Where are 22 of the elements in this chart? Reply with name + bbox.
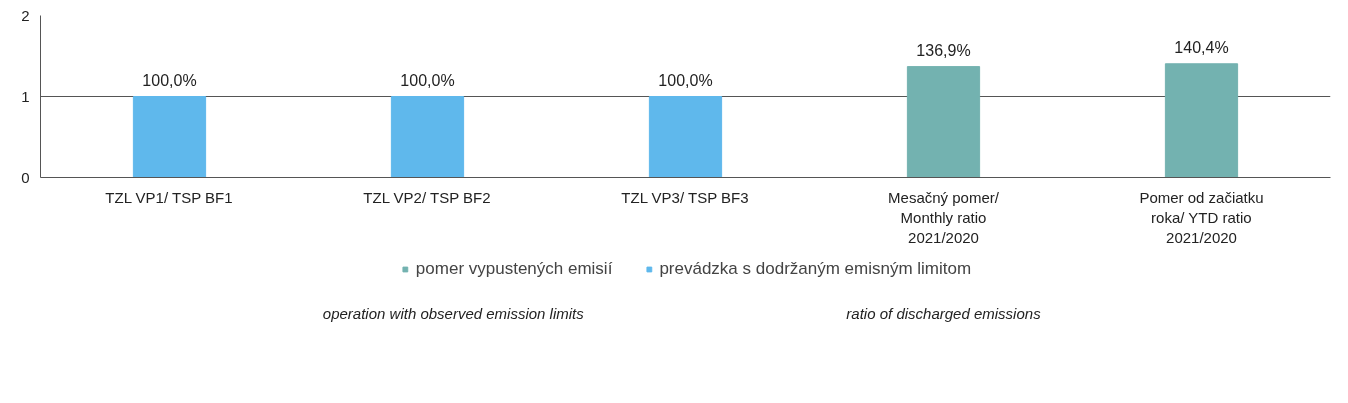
x-tick-label: Mesačný pomer/ Monthly ratio 2021/2020 bbox=[888, 188, 1000, 247]
data-label: 140,4% bbox=[1174, 38, 1229, 56]
y-tick-label: 0 bbox=[21, 168, 30, 186]
bar bbox=[132, 96, 207, 178]
bar bbox=[390, 96, 465, 178]
x-tick-label: TZL VP1/ TSP BF1 bbox=[105, 188, 233, 206]
x-tick-label: TZL VP2/ TSP BF2 bbox=[363, 188, 491, 206]
data-label: 100,0% bbox=[658, 71, 713, 89]
text: ratio of discharged emissions bbox=[846, 305, 1042, 322]
bar bbox=[1164, 63, 1239, 178]
y-tick-label: 1 bbox=[21, 87, 30, 105]
legend-label: pomer vypustených emisií bbox=[415, 259, 613, 279]
data-label: 100,0% bbox=[400, 71, 455, 89]
bar bbox=[648, 96, 723, 178]
data-label: 100,0% bbox=[142, 71, 197, 89]
data-label: 136,9% bbox=[916, 41, 971, 59]
bar bbox=[906, 66, 981, 178]
legend-label: prevádzka s dodržaným emisným limitom bbox=[659, 259, 972, 279]
x-tick-label: TZL VP3/ TSP BF3 bbox=[621, 188, 749, 206]
text: operation with observed emission limits bbox=[322, 305, 585, 322]
y-tick-label: 2 bbox=[21, 6, 30, 24]
x-tick-label: Pomer od začiatku roka/ YTD ratio 2021/2020 bbox=[1139, 188, 1264, 247]
